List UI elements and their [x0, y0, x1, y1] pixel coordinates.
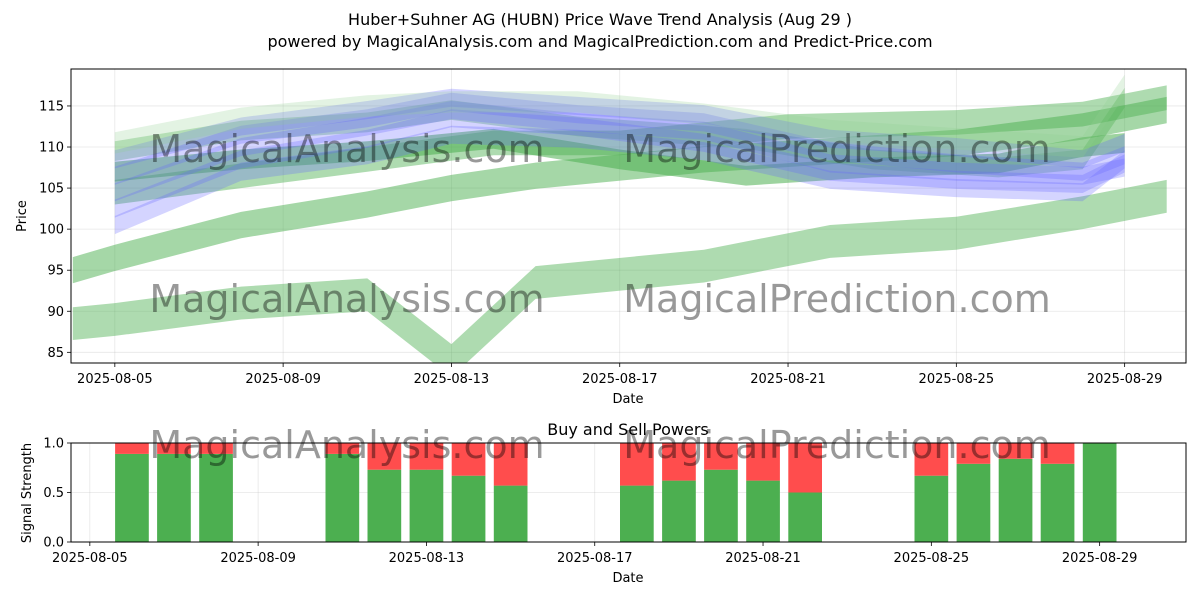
price-y-tick-label: 90 — [47, 305, 64, 320]
sell-bar — [662, 443, 696, 481]
buy-bar — [998, 458, 1033, 542]
sell-bar — [367, 443, 402, 470]
wave-band-blue-8 — [114, 92, 1125, 185]
sell-bar — [199, 443, 233, 454]
signal-x-tick-label: 2025-08-17 — [557, 551, 633, 566]
buy-bar — [914, 475, 949, 542]
price-x-tick-label: 2025-08-25 — [919, 372, 995, 387]
buy-bar — [199, 453, 233, 542]
buy-bar — [662, 480, 696, 542]
wave-band-blue-5 — [114, 125, 1125, 235]
sell-bar — [325, 443, 360, 454]
wave-band-green-1 — [72, 96, 1167, 284]
price-axes-frame — [70, 68, 1187, 364]
signal-y-tick-label: 0.5 — [43, 486, 64, 501]
price-ticks: 2025-08-05 2025-08-09 2025-08-13 2025-08-17… — [39, 99, 1162, 387]
price-y-tick-label: 115 — [39, 99, 64, 114]
signal-ticks: 2025-08-05 2025-08-09 2025-08-13 2025-08-17… — [43, 437, 1137, 567]
wave-band-blue-7 — [114, 101, 1125, 202]
signal-title: Buy and Sell Powers — [547, 420, 709, 439]
buy-bar — [1082, 443, 1117, 542]
sell-bar — [998, 443, 1033, 459]
buy-bar — [620, 485, 654, 542]
signal-panel: Buy and Sell Powers MagicalAnalysis.com … — [20, 420, 1187, 586]
watermark-top-left-1: MagicalAnalysis.com — [149, 127, 544, 171]
buy-bar — [451, 475, 486, 542]
price-x-tick-label: 2025-08-13 — [414, 372, 490, 387]
buy-bar — [409, 469, 444, 542]
buy-bar — [115, 453, 149, 542]
signal-y-tick-label: 0.0 — [43, 536, 64, 551]
wave-band-green-3 — [114, 128, 1125, 186]
price-x-tick-label: 2025-08-29 — [1087, 372, 1163, 387]
price-x-tick-label: 2025-08-17 — [582, 372, 658, 387]
sell-bar — [451, 443, 486, 476]
buy-bar — [746, 480, 780, 542]
watermark-top-left-2: MagicalAnalysis.com — [149, 277, 544, 321]
sell-bar — [493, 443, 528, 486]
signal-x-tick-label: 2025-08-13 — [389, 551, 465, 566]
sell-bar — [704, 443, 738, 470]
sell-bar — [746, 443, 780, 481]
wave-band-green-2 — [114, 85, 1167, 205]
price-x-tick-label: 2025-08-09 — [245, 372, 321, 387]
wave-band-green-4 — [114, 87, 1125, 178]
buy-bar — [704, 469, 738, 542]
price-x-tick-label: 2025-08-05 — [77, 372, 153, 387]
watermark-bottom-left: MagicalAnalysis.com — [149, 423, 544, 467]
buy-bar — [157, 453, 191, 542]
price-y-tick-label: 85 — [47, 346, 64, 361]
sell-bar — [157, 443, 191, 454]
watermark-bottom-right: MagicalPrediction.com — [623, 423, 1051, 467]
buy-bar — [788, 492, 822, 542]
watermark-top-right-1: MagicalPrediction.com — [623, 127, 1051, 171]
price-y-tick-label: 100 — [39, 223, 64, 238]
wave-band-lightgreen-10 — [114, 74, 1125, 158]
wave-band-green-0 — [72, 179, 1167, 363]
price-y-tick-label: 95 — [47, 264, 64, 279]
chart-subtitle: powered by MagicalAnalysis.com and Magic… — [267, 32, 932, 51]
signal-y-tick-label: 1.0 — [43, 437, 64, 452]
signal-bars — [115, 443, 1117, 542]
buy-bar — [325, 453, 360, 542]
signal-x-tick-label: 2025-08-21 — [725, 551, 801, 566]
sell-bar — [914, 443, 949, 476]
chart-title: Huber+Suhner AG (HUBN) Price Wave Trend … — [348, 10, 852, 29]
sell-bar — [1040, 443, 1075, 464]
signal-x-tick-label: 2025-08-25 — [894, 551, 970, 566]
signal-y-label: Signal Strength — [20, 443, 35, 543]
sell-bar — [956, 443, 991, 464]
signal-x-tick-label: 2025-08-09 — [220, 551, 296, 566]
price-x-label: Date — [612, 392, 643, 407]
buy-bar — [367, 469, 402, 542]
signal-x-tick-label: 2025-08-29 — [1062, 551, 1138, 566]
price-y-tick-label: 105 — [39, 182, 64, 197]
wave-band-blue-6 — [114, 109, 1125, 218]
buy-bar — [956, 463, 991, 542]
signal-x-label: Date — [612, 571, 643, 586]
buy-bar — [1040, 463, 1075, 542]
price-x-tick-label: 2025-08-21 — [750, 372, 826, 387]
price-y-label: Price — [15, 200, 30, 232]
sell-bar — [409, 443, 444, 470]
signal-x-tick-label: 2025-08-05 — [52, 551, 128, 566]
price-panel: MagicalAnalysis.com MagicalPrediction.co… — [15, 68, 1187, 407]
sell-bar — [788, 443, 822, 493]
buy-bar — [493, 485, 528, 542]
watermark-top-right-2: MagicalPrediction.com — [623, 277, 1051, 321]
price-y-tick-label: 110 — [39, 141, 64, 156]
sell-bar — [115, 443, 149, 454]
wave-band-blue-9 — [114, 88, 1125, 169]
sell-bar — [620, 443, 654, 486]
price-waves — [72, 74, 1167, 363]
